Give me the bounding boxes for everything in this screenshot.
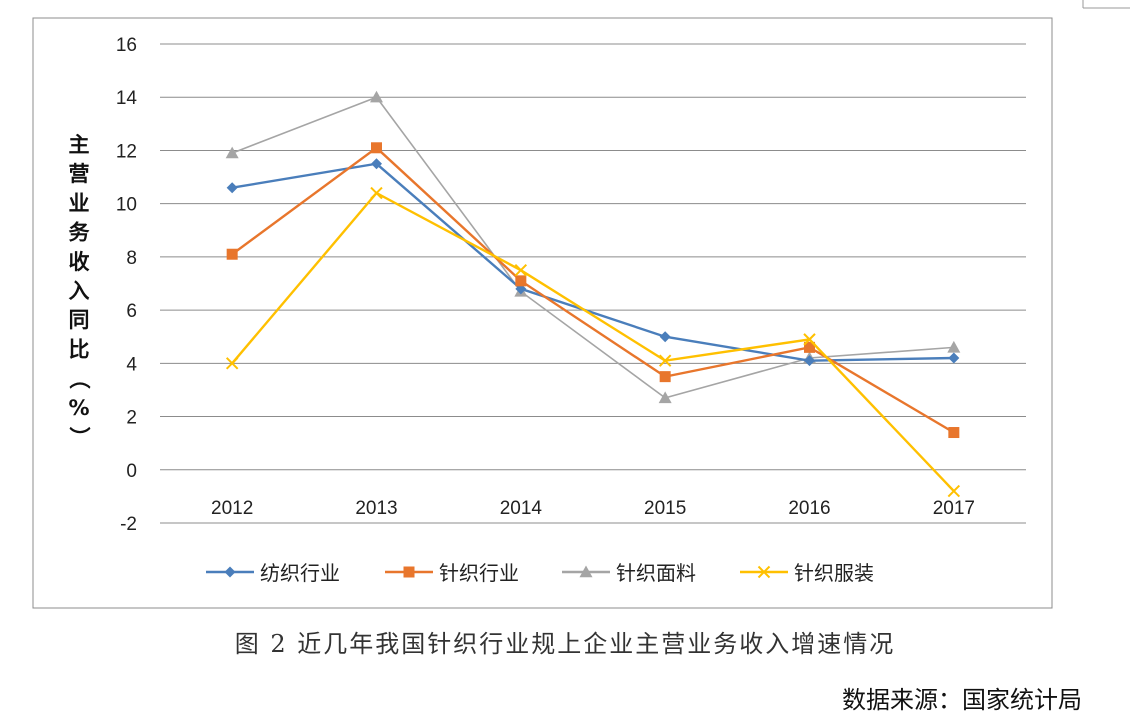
legend-marker	[579, 565, 593, 578]
data-point	[514, 263, 528, 277]
series-针织行业	[226, 142, 960, 439]
data-point	[804, 341, 815, 353]
data-point	[515, 275, 527, 287]
x-tick-label: 2015	[644, 498, 686, 519]
data-point	[225, 357, 239, 370]
marker-stroke	[225, 357, 239, 370]
x-tick-label: 2012	[211, 498, 253, 519]
y-tick-label: -2	[120, 514, 137, 535]
y-tick-label: 14	[116, 88, 138, 109]
data-point	[659, 331, 671, 343]
legend-marker	[403, 566, 415, 578]
x-tick-label: 2016	[788, 498, 830, 519]
series-line	[231, 96, 954, 399]
y-tick-label: 4	[126, 354, 137, 375]
data-point	[370, 186, 383, 200]
legend-item: 针织行业	[385, 561, 519, 585]
y-tick-label: 16	[116, 35, 137, 56]
series-针织服装	[225, 186, 961, 498]
y-tick-label: 8	[126, 248, 137, 269]
chart-frame	[32, 17, 1053, 609]
y-label-char: 同	[69, 308, 90, 332]
x-tick-label: 2017	[933, 498, 975, 519]
data-point	[225, 146, 239, 159]
legend-marker	[757, 565, 771, 579]
figure-caption: 图 2 近几年我国针织行业规上企业主营业务收入增速情况	[234, 630, 896, 658]
data-point	[803, 333, 816, 346]
data-point	[371, 158, 382, 170]
y-label-char: 入	[69, 279, 90, 303]
data-point	[370, 90, 383, 103]
data-point	[226, 248, 238, 260]
marker-stroke	[370, 186, 383, 200]
legend-item: 针织服装	[740, 561, 874, 585]
y-axis-ticks: 16 14 12 10 8 6 4 2 0 -2	[116, 35, 138, 535]
data-point	[658, 391, 672, 404]
y-label-char: （	[67, 368, 91, 389]
x-axis-ticks: 2012 2013 2014 2015 2016 2017	[211, 498, 975, 519]
marker-stroke	[658, 354, 672, 367]
data-point	[371, 142, 382, 154]
y-tick-label: 0	[126, 461, 137, 482]
y-label-char: ）	[67, 427, 91, 448]
data-point	[948, 352, 960, 364]
marker-stroke	[803, 333, 816, 346]
series-plot	[225, 90, 961, 498]
y-label-char: 业	[69, 191, 90, 215]
series-line	[231, 191, 955, 492]
x-tick-label: 2013	[355, 498, 397, 519]
legend-label: 针织面料	[616, 561, 696, 585]
marker-stroke	[514, 263, 528, 277]
series-line	[231, 146, 955, 434]
legend-marker	[224, 566, 236, 578]
y-label-char: %	[68, 396, 89, 420]
data-source: 数据来源：国家统计局	[842, 686, 1082, 714]
data-point	[659, 371, 671, 383]
data-point	[947, 484, 961, 498]
y-label-char: 主	[69, 133, 90, 157]
data-point	[948, 427, 960, 439]
legend: 纺织行业 针织行业 针织面料 针织服装	[206, 561, 874, 585]
data-point	[947, 340, 961, 353]
legend-item: 纺织行业	[206, 561, 340, 585]
data-point	[804, 355, 815, 367]
legend-label: 纺织行业	[260, 561, 340, 585]
legend-item: 针织面料	[562, 561, 696, 585]
y-label-char: 比	[69, 337, 90, 361]
y-tick-label: 6	[126, 301, 137, 322]
legend-label: 针织服装	[794, 561, 874, 585]
x-tick-label: 2014	[500, 498, 543, 519]
y-tick-label: 12	[116, 141, 137, 162]
marker-stroke	[947, 484, 961, 498]
legend-label: 针织行业	[439, 561, 519, 585]
y-tick-label: 10	[116, 195, 137, 216]
y-tick-label: 2	[126, 408, 137, 429]
y-label-char: 营	[69, 162, 90, 186]
data-point	[658, 354, 672, 367]
y-label-char: 务	[69, 221, 91, 245]
marker-stroke	[757, 565, 771, 579]
data-point	[226, 182, 238, 194]
y-label-char: 收	[69, 250, 90, 274]
